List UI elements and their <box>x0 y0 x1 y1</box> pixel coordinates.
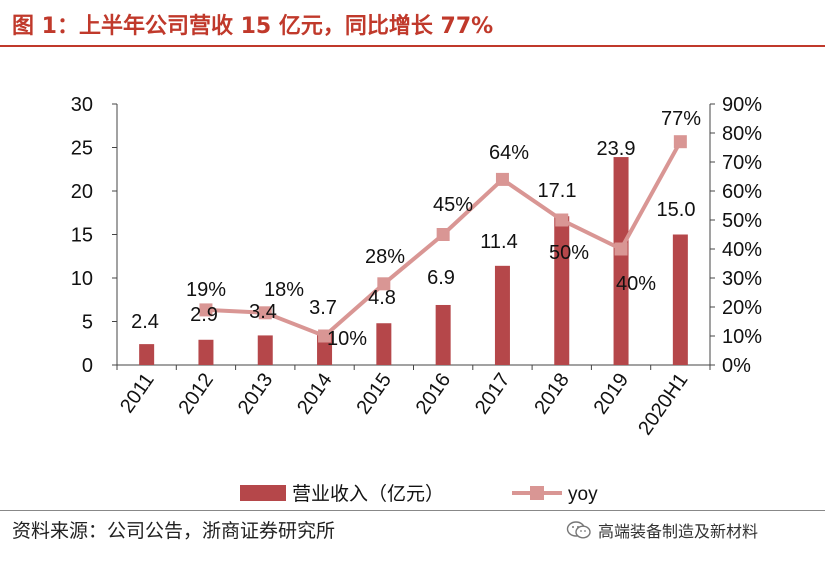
y-right-tick-label: 90% <box>722 94 762 116</box>
y-left-tick-label: 20 <box>71 181 93 203</box>
y-right-tick-label: 0% <box>722 355 751 377</box>
yoy-marker <box>614 242 628 256</box>
bar-data-label: 17.1 <box>538 180 577 202</box>
footer-divider <box>0 510 825 511</box>
wechat-icon <box>566 521 591 539</box>
revenue-bar <box>494 265 510 365</box>
x-tick-label: 2014 <box>293 369 337 418</box>
x-tick-label: 2017 <box>471 369 515 418</box>
revenue-bar <box>672 234 688 365</box>
bar-data-label: 3.4 <box>249 301 277 323</box>
x-tick-label: 2011 <box>116 369 159 417</box>
y-right-tick-label: 40% <box>722 239 762 261</box>
bar-data-label: 2.4 <box>131 311 159 333</box>
y-right-tick-label: 10% <box>722 326 762 348</box>
x-tick-label: 2020H1 <box>634 369 692 439</box>
yoy-marker <box>377 277 391 291</box>
revenue-chart: 0 5 10 15 20 25 30 0% 10% 20% 30% 40% 50% 60% 70% 80% 90… <box>71 94 762 505</box>
yoy-data-label: 18% <box>264 279 304 301</box>
bar-data-label: 3.7 <box>309 297 337 319</box>
legend-line-marker <box>530 486 544 500</box>
yoy-marker <box>555 213 569 227</box>
y-left-tick-label: 10 <box>71 268 93 290</box>
yoy-marker <box>495 172 509 186</box>
title-divider <box>0 45 825 47</box>
yoy-data-label: 10% <box>327 328 367 350</box>
yoy-data-label: 64% <box>489 142 529 164</box>
yoy-data-label: 19% <box>186 279 226 301</box>
bar-data-label: 15.0 <box>657 199 696 221</box>
y-right-tick-label: 50% <box>722 210 762 232</box>
revenue-bar <box>198 339 214 365</box>
legend-bar-swatch <box>240 485 286 501</box>
x-tick-label: 2013 <box>234 369 278 418</box>
legend-bar-label: 营业收入（亿元） <box>292 483 444 505</box>
yoy-data-label: 45% <box>433 194 473 216</box>
x-tick-label: 2018 <box>530 369 574 418</box>
yoy-marker <box>258 306 272 320</box>
revenue-bar <box>139 344 155 365</box>
yoy-data-label: 77% <box>661 108 701 130</box>
watermark: 高端装备制造及新材料 <box>566 518 758 542</box>
bar-data-label: 23.9 <box>597 138 636 160</box>
x-tick-label: 2016 <box>412 369 456 418</box>
yoy-marker <box>673 135 687 149</box>
y-left-tick-label: 15 <box>71 225 93 247</box>
yoy-marker <box>436 228 450 241</box>
bar-data-label: 4.8 <box>368 287 396 309</box>
legend-line-label: yoy <box>568 484 598 505</box>
yoy-marker <box>199 303 213 317</box>
y-right-tick-label: 80% <box>722 123 762 145</box>
y-left-tick-label: 0 <box>82 355 93 377</box>
y-right-tick-label: 60% <box>722 181 762 203</box>
watermark-text: 高端装备制造及新材料 <box>598 522 759 541</box>
revenue-bar <box>554 216 570 365</box>
revenue-bar <box>435 304 451 365</box>
yoy-marker <box>318 329 332 343</box>
x-tick-label: 2015 <box>352 369 396 418</box>
y-left-tick-label: 25 <box>71 138 93 160</box>
revenue-bar <box>257 335 273 365</box>
yoy-data-label: 40% <box>616 273 656 295</box>
bar-data-label: 11.4 <box>480 231 517 253</box>
bar-data-label: 6.9 <box>427 267 455 289</box>
y-right-tick-label: 20% <box>722 297 762 319</box>
y-left-tick-label: 5 <box>82 312 93 334</box>
y-left-tick-label: 30 <box>71 94 93 116</box>
revenue-bar <box>376 323 392 365</box>
x-tick-label: 2012 <box>175 369 219 418</box>
yoy-data-label: 28% <box>365 246 405 268</box>
chart-title: 图 1：上半年公司营收 15 亿元，同比增长 77% <box>12 14 494 39</box>
y-right-tick-label: 70% <box>722 152 762 174</box>
y-right-tick-label: 30% <box>722 268 762 290</box>
yoy-data-label: 50% <box>549 242 589 264</box>
bar-data-label: 2.9 <box>190 304 218 326</box>
x-tick-label: 2019 <box>590 369 634 418</box>
revenue-bar <box>613 157 629 365</box>
source-note: 资料来源：公司公告，浙商证券研究所 <box>12 520 336 542</box>
